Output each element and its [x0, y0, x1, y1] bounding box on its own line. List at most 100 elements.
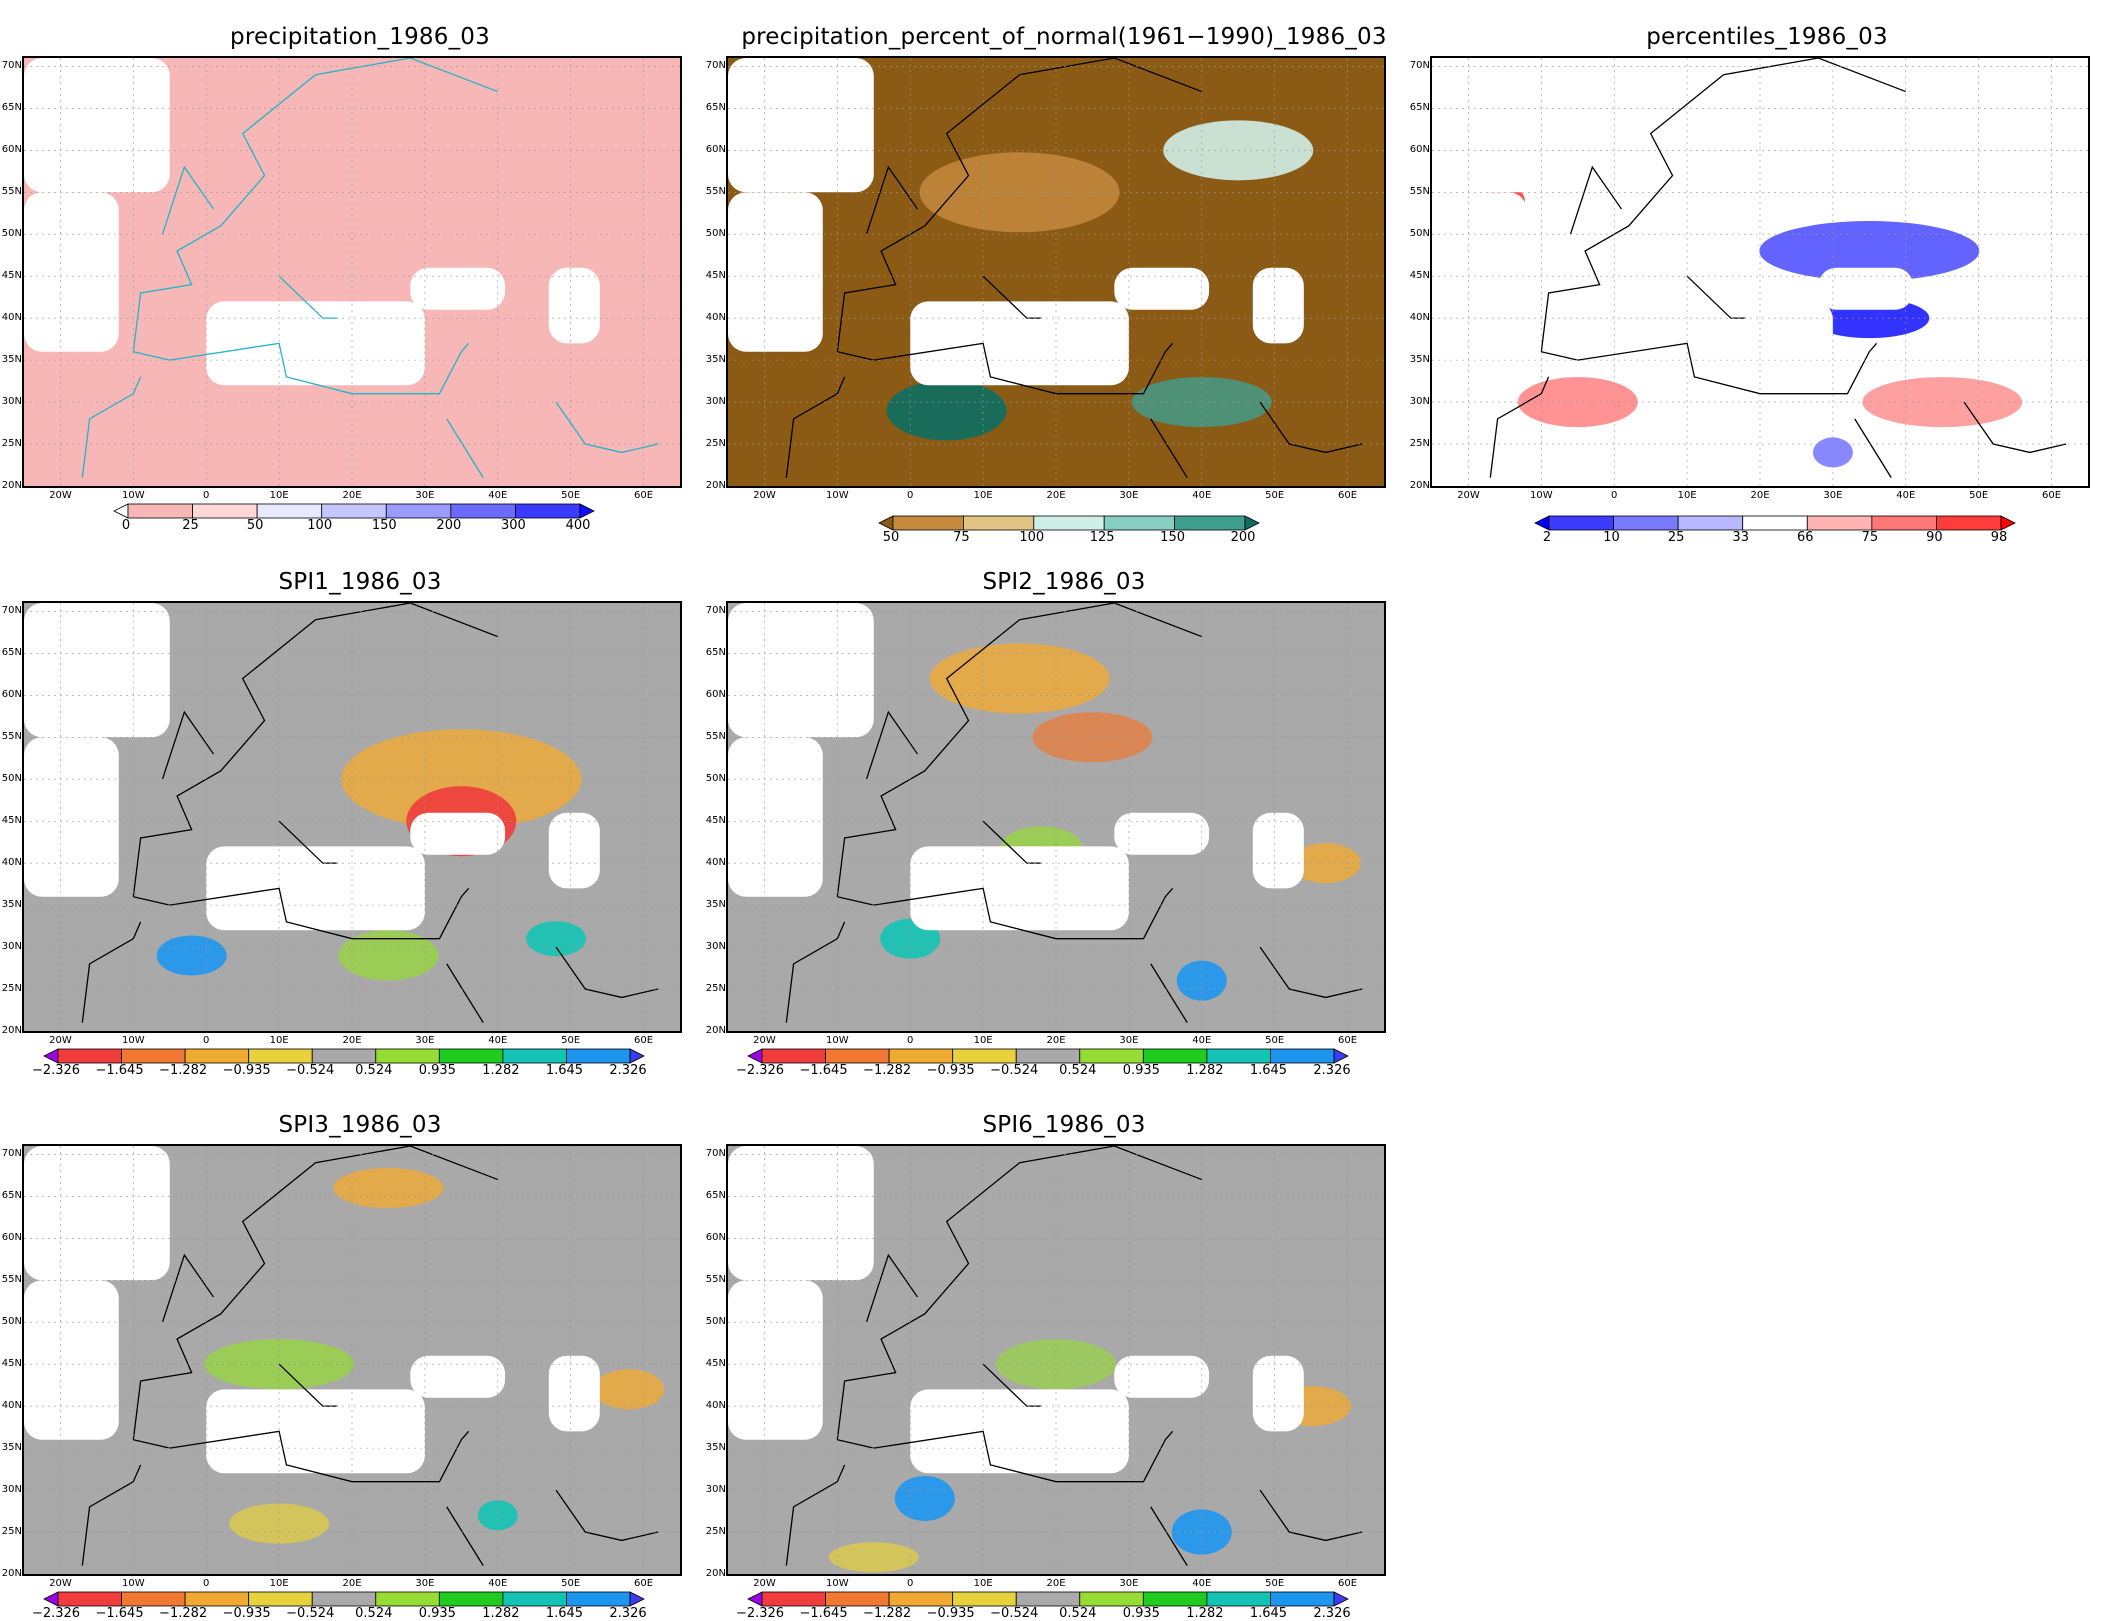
colorbar-label: 50	[882, 530, 900, 545]
lat-tick-label: 20N	[705, 1568, 726, 1579]
colorbar-swatch	[113, 503, 129, 519]
coastline	[836, 603, 1203, 897]
panel-title: SPI1_1986_03	[278, 569, 442, 595]
field-anomaly	[229, 1503, 330, 1544]
colorbar-label: −1.282	[159, 1606, 208, 1621]
lat-tick-label: 25N	[705, 438, 726, 450]
no-data-area	[910, 301, 1129, 386]
field-anomaly	[996, 1339, 1116, 1390]
colorbar-label: −0.524	[286, 1063, 335, 1078]
lon-tick-label: 20E	[342, 1578, 362, 1589]
colorbar-swatch	[1548, 515, 1614, 531]
lon-tick-label: 10W	[1530, 490, 1553, 501]
colorbar-swatch	[311, 1591, 377, 1607]
field-anomaly	[1131, 377, 1272, 428]
panel-percent-of-normal: precipitation_percent_of_normal(1961−199…	[704, 20, 1404, 545]
colorbar-swatch	[1806, 515, 1873, 531]
coastline	[1540, 58, 1907, 352]
colorbar-swatch	[1936, 515, 2002, 531]
colorbar-label: 100	[307, 518, 333, 533]
no-data-area	[206, 1389, 425, 1474]
colorbar-swatch	[878, 515, 894, 531]
coastline	[133, 887, 470, 940]
coastline	[865, 165, 919, 235]
lat-tick-label: 50N	[1, 228, 22, 240]
lat-tick-label: 70N	[705, 605, 726, 617]
lat-tick-label: 70N	[1, 605, 22, 617]
colorbar-label: −2.326	[735, 1063, 785, 1078]
colorbar-swatch	[184, 1591, 250, 1607]
colorbar-swatch	[57, 1048, 122, 1064]
colorbar-swatches	[43, 1048, 645, 1064]
colorbar-swatch	[502, 1591, 567, 1607]
lon-tick-label: 0	[1611, 490, 1618, 501]
no-data-area	[728, 1146, 874, 1281]
colorbar-label: 200	[436, 518, 462, 533]
colorbar-swatch	[1244, 515, 1260, 531]
colorbar-spi3: −2.326 −1.645 −1.282 −0.935 −0.524 0.524 0.935…	[0, 1590, 700, 1621]
colorbar-swatches	[1534, 515, 2016, 531]
lon-tick-label: 0	[203, 490, 210, 501]
lat-tick-label: 20N	[1, 1025, 22, 1036]
coastline	[865, 710, 919, 780]
colorbar-swatch	[1270, 1048, 1335, 1064]
panel-percentiles: percentiles_1986_03 2 10 25 33 66 75 90 98 70N 6…	[1408, 20, 2106, 545]
lon-tick-label: 30E	[1119, 1035, 1139, 1046]
colorbar-label: −1.282	[863, 1606, 912, 1621]
coastline	[1489, 376, 1550, 478]
colorbar-swatch	[761, 1048, 826, 1064]
colorbar-label: −0.935	[926, 1606, 975, 1621]
lon-tick-label: 20E	[342, 1035, 362, 1046]
no-data-area	[24, 603, 170, 738]
field-anomaly	[333, 1167, 444, 1208]
lon-tick-label: 0	[907, 1578, 914, 1589]
map-percentiles	[1430, 56, 2090, 488]
lat-tick-label: 20N	[1, 480, 22, 491]
panel-title: precipitation_percent_of_normal(1961−199…	[741, 24, 1387, 50]
lon-tick-label: 30E	[415, 1035, 435, 1046]
lat-tick-label: 60N	[1, 689, 22, 701]
colorbar-swatch	[963, 515, 1035, 531]
panel-title: percentiles_1986_03	[1646, 24, 1888, 50]
colorbar-label: −2.326	[31, 1606, 81, 1621]
colorbar-label: 1.645	[1249, 1063, 1288, 1078]
no-data-area	[728, 737, 823, 897]
coastline	[446, 963, 484, 1023]
panel-spi2: SPI2_1986_03 −2.326 −1.645 −1.282 −0.935 −0.…	[704, 565, 1404, 1085]
lon-tick-label: 60E	[634, 1035, 654, 1046]
lon-tick-label: 50E	[561, 490, 581, 501]
colorbar-swatch	[184, 1048, 250, 1064]
no-data-area	[410, 812, 506, 855]
colorbar-label: −2.326	[31, 1063, 81, 1078]
lat-tick-label: 25N	[1, 438, 22, 450]
lon-tick-label: 10W	[122, 1578, 145, 1589]
colorbar-label: −0.524	[286, 1606, 335, 1621]
lat-tick-label: 60N	[1409, 144, 1430, 156]
colorbar-label: 1.282	[482, 1063, 520, 1078]
coastline	[836, 1146, 1203, 1440]
lon-tick-label: 30E	[1119, 490, 1139, 501]
colorbar-swatch	[1206, 1591, 1271, 1607]
colorbar-swatch	[629, 1591, 645, 1607]
no-data-area	[206, 846, 425, 931]
colorbar-swatch	[888, 1591, 954, 1607]
colorbar-swatch	[385, 503, 452, 519]
no-data-area	[910, 1389, 1129, 1474]
lat-tick-label: 30N	[705, 396, 726, 408]
lat-tick-label: 65N	[1, 1190, 22, 1202]
no-data-area	[728, 58, 874, 193]
field-anomaly	[1812, 437, 1853, 468]
map-field	[24, 603, 680, 1031]
lat-tick-label: 30N	[1409, 396, 1430, 408]
colorbar-swatch	[375, 1048, 440, 1064]
lon-tick-label: 60E	[634, 490, 654, 501]
field-anomaly	[156, 935, 227, 976]
lon-tick-label: 20W	[49, 1578, 72, 1589]
lat-tick-label: 60N	[1, 144, 22, 156]
colorbar-swatch	[127, 503, 193, 519]
no-data-area	[410, 267, 506, 310]
lat-tick-label: 50N	[1, 773, 22, 785]
colorbar-label: 150	[371, 518, 397, 533]
colorbar-label: 75	[953, 530, 970, 545]
coastline	[1541, 342, 1878, 395]
